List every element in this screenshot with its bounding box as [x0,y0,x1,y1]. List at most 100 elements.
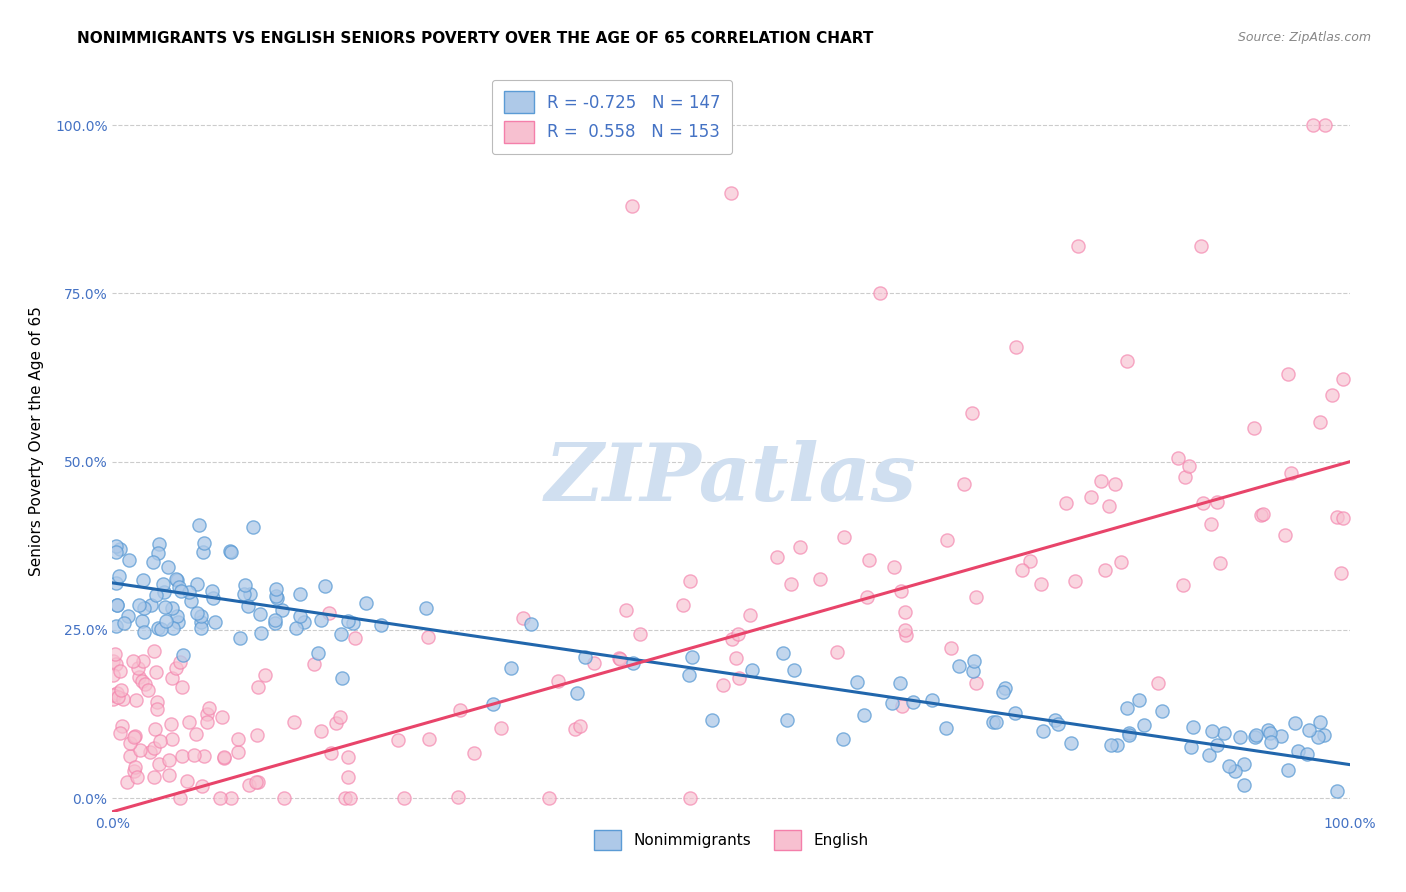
Point [233,578,256,592]
Point [1147,675,1170,690]
Point [152,577,174,591]
Point [921,692,943,706]
Point [489,721,512,735]
Point [846,674,869,689]
Point [124,760,146,774]
Point [226,745,249,759]
Point [169,583,191,598]
Point [953,476,976,491]
Point [141,598,163,612]
Point [190,621,212,635]
Point [108,726,131,740]
Point [146,621,169,635]
Point [538,791,561,805]
Point [165,572,187,586]
Point [198,701,221,715]
Point [325,715,347,730]
Point [118,553,141,567]
Point [104,657,127,671]
Point [273,791,295,805]
Point [1302,118,1324,132]
Point [1118,725,1140,739]
Point [1133,718,1156,732]
Point [169,655,191,669]
Point [226,732,249,747]
Point [186,577,208,591]
Point [180,594,202,608]
Point [896,627,918,641]
Point [188,517,211,532]
Point [336,770,359,784]
Point [159,753,181,767]
Point [209,791,232,805]
Point [136,683,159,698]
Point [193,749,215,764]
Point [117,609,139,624]
Point [145,588,167,602]
Point [1260,735,1282,749]
Point [808,572,831,586]
Point [172,648,194,662]
Point [1080,491,1102,505]
Point [177,714,200,729]
Point [1326,509,1348,524]
Point [882,696,904,710]
Point [159,717,181,731]
Point [212,749,235,764]
Point [1066,239,1088,253]
Point [242,519,264,533]
Point [212,751,235,765]
Point [1277,368,1299,382]
Point [108,568,131,582]
Point [1223,764,1246,779]
Point [145,665,167,679]
Point [1284,716,1306,731]
Point [318,606,340,620]
Point [1167,450,1189,465]
Point [994,681,1017,696]
Point [883,560,905,574]
Point [270,602,292,616]
Point [264,582,287,596]
Point [309,724,332,739]
Point [332,671,354,685]
Point [1243,731,1265,745]
Point [148,756,170,771]
Point [238,599,260,613]
Point [124,730,146,744]
Point [370,617,392,632]
Point [142,770,165,784]
Point [1063,574,1085,588]
Point [481,698,503,712]
Point [211,710,233,724]
Point [387,733,409,747]
Point [1279,466,1302,480]
Point [1173,578,1195,592]
Point [314,579,336,593]
Point [679,574,702,588]
Point [329,710,352,724]
Point [780,577,803,591]
Point [1243,421,1265,435]
Point [1257,723,1279,737]
Point [1104,477,1126,491]
Point [290,587,312,601]
Point [512,611,534,625]
Point [143,722,166,736]
Point [993,685,1015,699]
Point [939,641,962,656]
Point [105,598,128,612]
Point [447,790,470,805]
Point [984,714,1007,729]
Point [101,668,124,682]
Point [901,695,924,709]
Point [702,714,724,728]
Point [172,748,194,763]
Point [1209,556,1232,570]
Point [169,580,191,594]
Point [1286,744,1309,758]
Point [1192,496,1215,510]
Point [721,632,744,647]
Point [672,599,695,613]
Point [1213,726,1236,740]
